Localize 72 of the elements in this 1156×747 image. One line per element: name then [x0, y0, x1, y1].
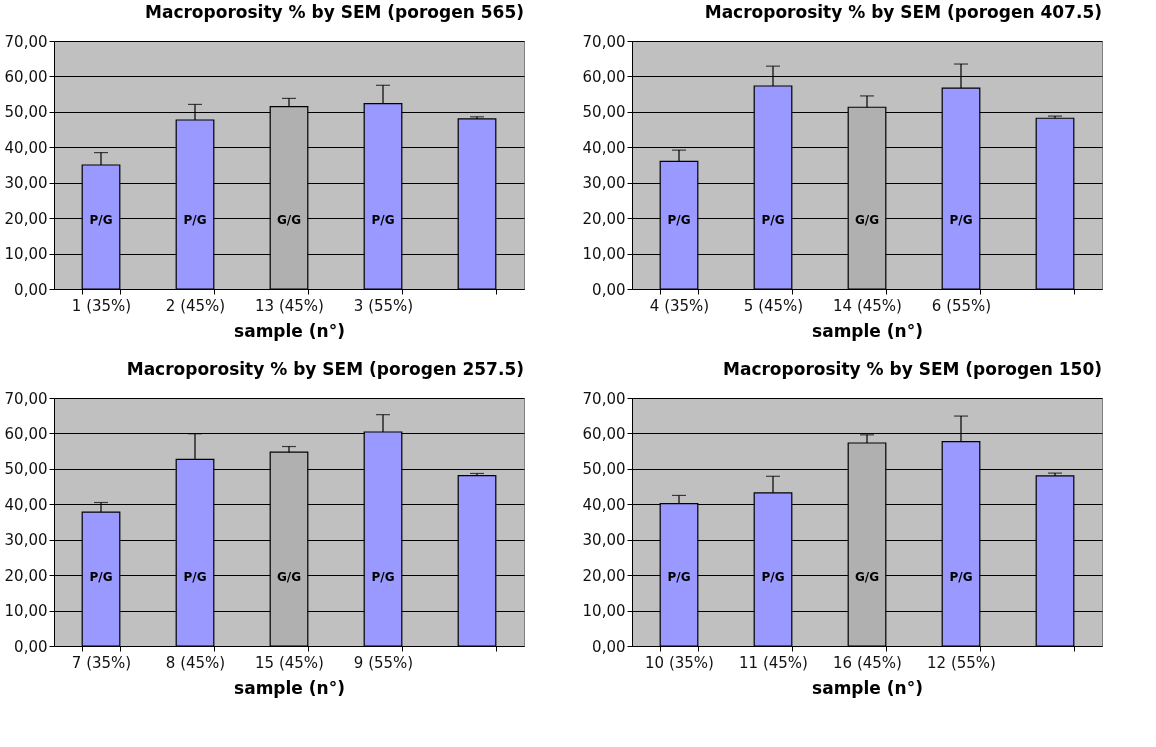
annotation: P/G	[183, 212, 207, 227]
annotation: G/G	[854, 569, 880, 584]
annotation: G/G	[276, 212, 302, 227]
x-axis-title: sample (n°)	[234, 677, 345, 698]
x-tick-label: 10 (35%)	[645, 653, 714, 672]
annotation: P/G	[371, 569, 395, 584]
y-tick-label: 30,00	[4, 174, 48, 193]
y-tick-label: 60,00	[582, 67, 626, 86]
y-tick-label: 20,00	[582, 566, 626, 585]
annotation: P/G	[949, 569, 973, 584]
y-tick-label: 20,00	[4, 209, 48, 228]
x-tick-label: 16 (45%)	[833, 653, 902, 672]
annotation: G/G	[854, 212, 880, 227]
y-tick-label: 70,00	[4, 389, 48, 408]
x-tick-label: 13 (45%)	[255, 296, 324, 315]
x-tick-label: 9 (55%)	[353, 653, 414, 672]
x-tick-label: 15 (45%)	[255, 653, 324, 672]
y-tick-label: 60,00	[582, 424, 626, 443]
y-tick-label: 0,00	[592, 637, 626, 656]
annotation: P/G	[761, 212, 785, 227]
x-tick-label: 3 (55%)	[353, 296, 414, 315]
annotation: P/G	[667, 212, 691, 227]
x-tick-label: 2 (45%)	[165, 296, 226, 315]
x-tick-label: 12 (55%)	[927, 653, 996, 672]
y-tick-label: 10,00	[4, 602, 48, 621]
y-tick-label: 10,00	[4, 245, 48, 264]
annotation: P/G	[183, 569, 207, 584]
chart-title: Macroporosity % by SEM (porogen 407.5)	[704, 2, 1102, 22]
x-tick-label: 14 (45%)	[833, 296, 902, 315]
y-tick-label: 50,00	[582, 460, 626, 479]
y-tick-label: 60,00	[4, 424, 48, 443]
y-tick-label: 60,00	[4, 67, 48, 86]
x-axis-title: sample (n°)	[812, 320, 923, 341]
annotation: P/G	[89, 212, 113, 227]
annotation: G/G	[276, 569, 302, 584]
y-tick-label: 30,00	[4, 531, 48, 550]
annotation: P/G	[761, 569, 785, 584]
y-tick-label: 0,00	[592, 280, 626, 299]
x-tick-label: 4 (35%)	[649, 296, 710, 315]
y-tick-label: 50,00	[582, 103, 626, 122]
x-tick-label: 1 (35%)	[71, 296, 132, 315]
y-tick-label: 70,00	[582, 32, 626, 51]
x-tick-label: 5 (45%)	[743, 296, 804, 315]
y-tick-label: 30,00	[582, 174, 626, 193]
y-tick-label: 20,00	[4, 566, 48, 585]
annotation: P/G	[371, 212, 395, 227]
y-tick-label: 40,00	[4, 495, 48, 514]
chart-title: Macroporosity % by SEM (porogen 565)	[145, 2, 524, 22]
y-tick-label: 10,00	[582, 245, 626, 264]
y-tick-label: 0,00	[14, 637, 48, 656]
x-tick-label: 11 (45%)	[739, 653, 808, 672]
annotation: P/G	[949, 212, 973, 227]
annotation: P/G	[667, 569, 691, 584]
y-tick-label: 70,00	[582, 389, 626, 408]
y-tick-label: 70,00	[4, 32, 48, 51]
chart-title: Macroporosity % by SEM (porogen 257.5)	[126, 359, 524, 379]
x-axis-title: sample (n°)	[234, 320, 345, 341]
y-tick-label: 20,00	[582, 209, 626, 228]
x-tick-label: 7 (35%)	[71, 653, 132, 672]
x-tick-label: 6 (55%)	[931, 296, 992, 315]
chart-title: Macroporosity % by SEM (porogen 150)	[723, 359, 1102, 379]
y-tick-label: 40,00	[582, 138, 626, 157]
y-tick-label: 40,00	[4, 138, 48, 157]
y-tick-label: 40,00	[582, 495, 626, 514]
annotation: P/G	[89, 569, 113, 584]
y-tick-label: 10,00	[582, 602, 626, 621]
x-axis-title: sample (n°)	[812, 677, 923, 698]
x-tick-label: 8 (45%)	[165, 653, 226, 672]
y-tick-label: 50,00	[4, 460, 48, 479]
y-tick-label: 30,00	[582, 531, 626, 550]
y-tick-label: 50,00	[4, 103, 48, 122]
y-tick-label: 0,00	[14, 280, 48, 299]
